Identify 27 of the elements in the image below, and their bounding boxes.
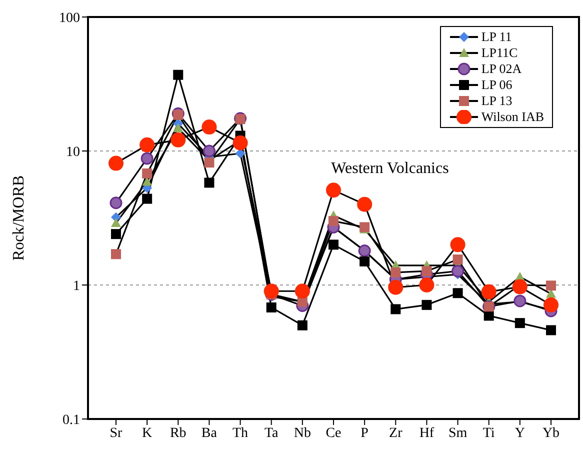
legend-label: LP 02A (481, 61, 522, 77)
x-tick-label: Rb (170, 426, 186, 441)
x-tick-label: Ce (326, 426, 342, 441)
legend-label: Wilson IAB (481, 109, 544, 125)
y-tick-label: 0.1 (62, 412, 80, 428)
legend-label: LP11C (481, 45, 518, 61)
x-tick-label: Nb (294, 426, 311, 441)
x-tick-label: Sm (448, 426, 468, 441)
x-tick-label: Ti (482, 426, 495, 441)
x-tick-label: Th (232, 426, 248, 441)
x-tick-label: Y (514, 426, 525, 441)
legend-label: LP 06 (481, 77, 512, 93)
y-tick-label: 100 (59, 10, 80, 26)
y-axis-title: Rock/MORB (10, 175, 28, 261)
y-tick-label: 10 (66, 144, 80, 160)
legend-label: LP 13 (481, 93, 512, 109)
x-tick-label: K (142, 426, 152, 441)
x-tick-label: Ta (264, 426, 280, 441)
x-tick-label: P (360, 426, 369, 441)
y-tick-label: 1 (73, 278, 80, 294)
x-tick-label: Sr (110, 426, 123, 441)
x-tick-label: Ba (201, 426, 218, 441)
x-tick-label: Hf (419, 426, 434, 441)
legend-label: LP 11 (481, 29, 512, 45)
x-tick-label: Yb (542, 426, 560, 441)
annotation: Western Volcanics (331, 160, 449, 177)
x-tick-label: Zr (389, 426, 403, 441)
